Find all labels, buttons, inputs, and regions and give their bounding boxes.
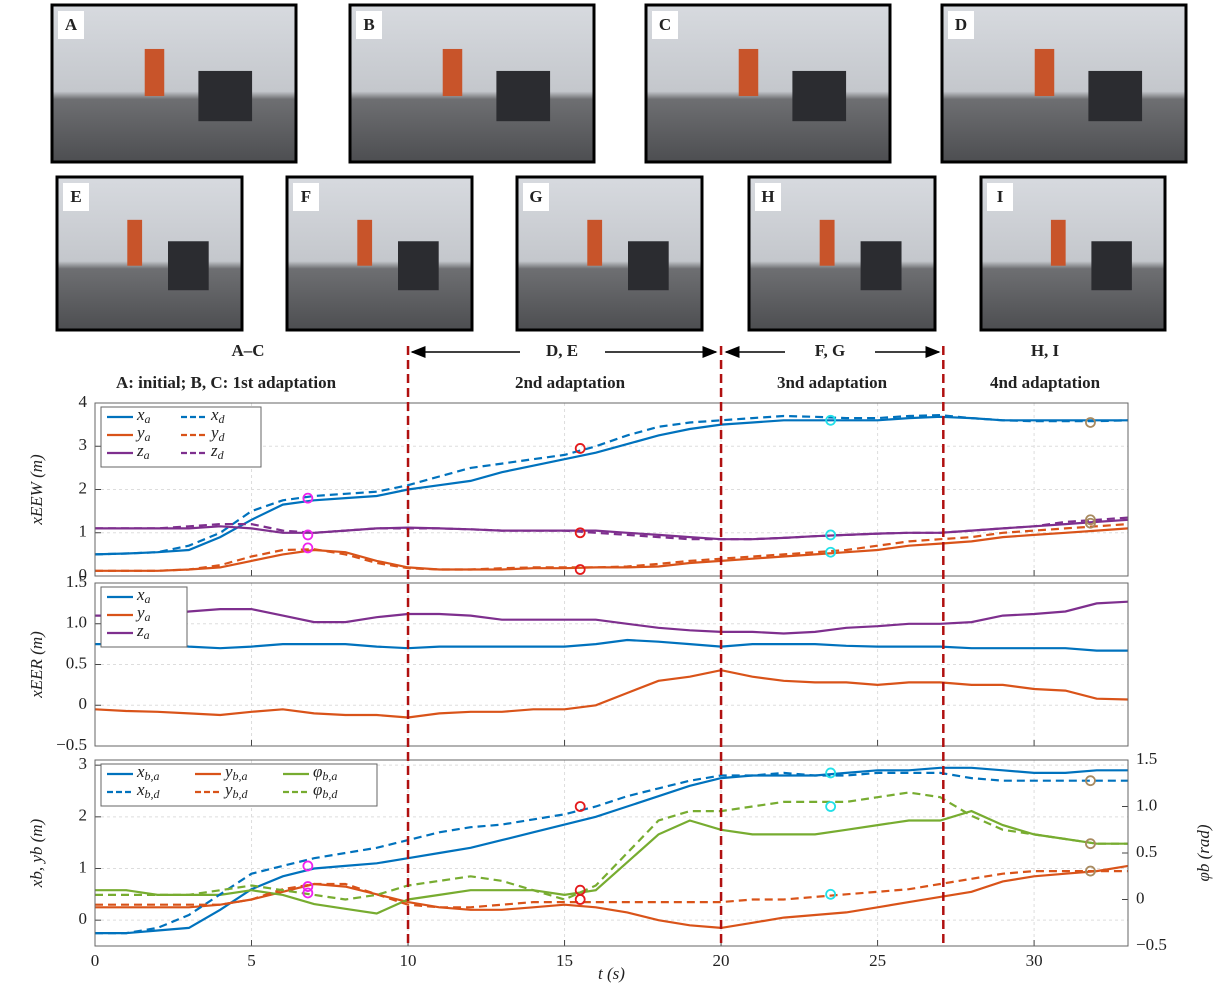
- photo-label: E: [70, 187, 81, 206]
- person: [1051, 220, 1066, 266]
- photo: [646, 5, 890, 162]
- x-tick-label: 5: [247, 951, 256, 970]
- person: [145, 49, 165, 96]
- y2-tick-label: 0: [1136, 888, 1145, 907]
- robot: [496, 71, 550, 121]
- robot: [628, 241, 669, 290]
- y-tick-label: 0: [79, 909, 88, 928]
- page: ABCDEFGHI 01234xaxdyaydzazdxEEW (m)−0.50…: [0, 0, 1220, 987]
- robot: [168, 241, 209, 290]
- y-axis-label: xEEW (m): [27, 454, 46, 526]
- photo-label: A: [65, 15, 78, 34]
- y-tick-label: 1.5: [66, 572, 87, 591]
- robot: [198, 71, 252, 121]
- phase-label: 4nd adaptation: [990, 373, 1101, 392]
- photo-label: C: [659, 15, 671, 34]
- x-tick-label: 30: [1026, 951, 1043, 970]
- person: [587, 220, 602, 266]
- photos: A B C D E F G H I: [52, 5, 1186, 330]
- robot: [1091, 241, 1131, 290]
- y-tick-label: 1: [79, 857, 88, 876]
- y-tick-label: −0.5: [56, 735, 87, 754]
- y2-tick-label: −0.5: [1136, 935, 1167, 954]
- photo-label: G: [529, 187, 542, 206]
- y-tick-label: 2: [79, 806, 88, 825]
- phase-label: A–C: [231, 341, 264, 360]
- person: [820, 220, 835, 266]
- robot: [398, 241, 439, 290]
- phase-label: F, G: [815, 341, 846, 360]
- y-axis-label: xEER (m): [27, 631, 46, 699]
- photo-label: B: [363, 15, 374, 34]
- photo-label: D: [955, 15, 967, 34]
- person: [1035, 49, 1055, 96]
- person: [357, 220, 372, 266]
- x-tick-label: 20: [713, 951, 730, 970]
- y-tick-label: 0: [79, 694, 88, 713]
- phase-label: 2nd adaptation: [515, 373, 626, 392]
- phase-label: H, I: [1031, 341, 1060, 360]
- photo: [52, 5, 296, 162]
- phase-label: D, E: [546, 341, 578, 360]
- y-tick-label: 3: [79, 754, 88, 773]
- y-tick-label: 0.5: [66, 653, 87, 672]
- x-tick-label: 0: [91, 951, 100, 970]
- phase-label: 3nd adaptation: [777, 373, 888, 392]
- figure: ABCDEFGHI 01234xaxdyaydzazdxEEW (m)−0.50…: [0, 0, 1220, 987]
- photo-label: I: [997, 187, 1004, 206]
- x-axis-label: t (s): [598, 964, 625, 983]
- person: [443, 49, 463, 96]
- y-tick-label: 3: [79, 435, 88, 454]
- x-tick-label: 25: [869, 951, 886, 970]
- y-axis-label: xb, yb (m): [27, 818, 46, 888]
- phase-label: A: initial; B, C: 1st adaptation: [116, 373, 337, 392]
- photo-label: F: [301, 187, 311, 206]
- y-tick-label: 1.0: [66, 613, 87, 632]
- y2-tick-label: 1.5: [1136, 749, 1157, 768]
- y2-axis-label: φb (rad): [1194, 824, 1213, 881]
- x-tick-label: 15: [556, 951, 573, 970]
- robot: [792, 71, 846, 121]
- y2-tick-label: 1.0: [1136, 795, 1157, 814]
- robot: [1088, 71, 1142, 121]
- y-tick-label: 2: [79, 478, 88, 497]
- y2-tick-label: 0.5: [1136, 842, 1157, 861]
- person: [127, 220, 142, 266]
- x-tick-label: 10: [400, 951, 417, 970]
- robot: [861, 241, 902, 290]
- y-tick-label: 4: [79, 392, 88, 411]
- y-tick-label: 1: [79, 522, 88, 541]
- photo: [350, 5, 594, 162]
- person: [739, 49, 759, 96]
- photo: [942, 5, 1186, 162]
- photo-label: H: [761, 187, 774, 206]
